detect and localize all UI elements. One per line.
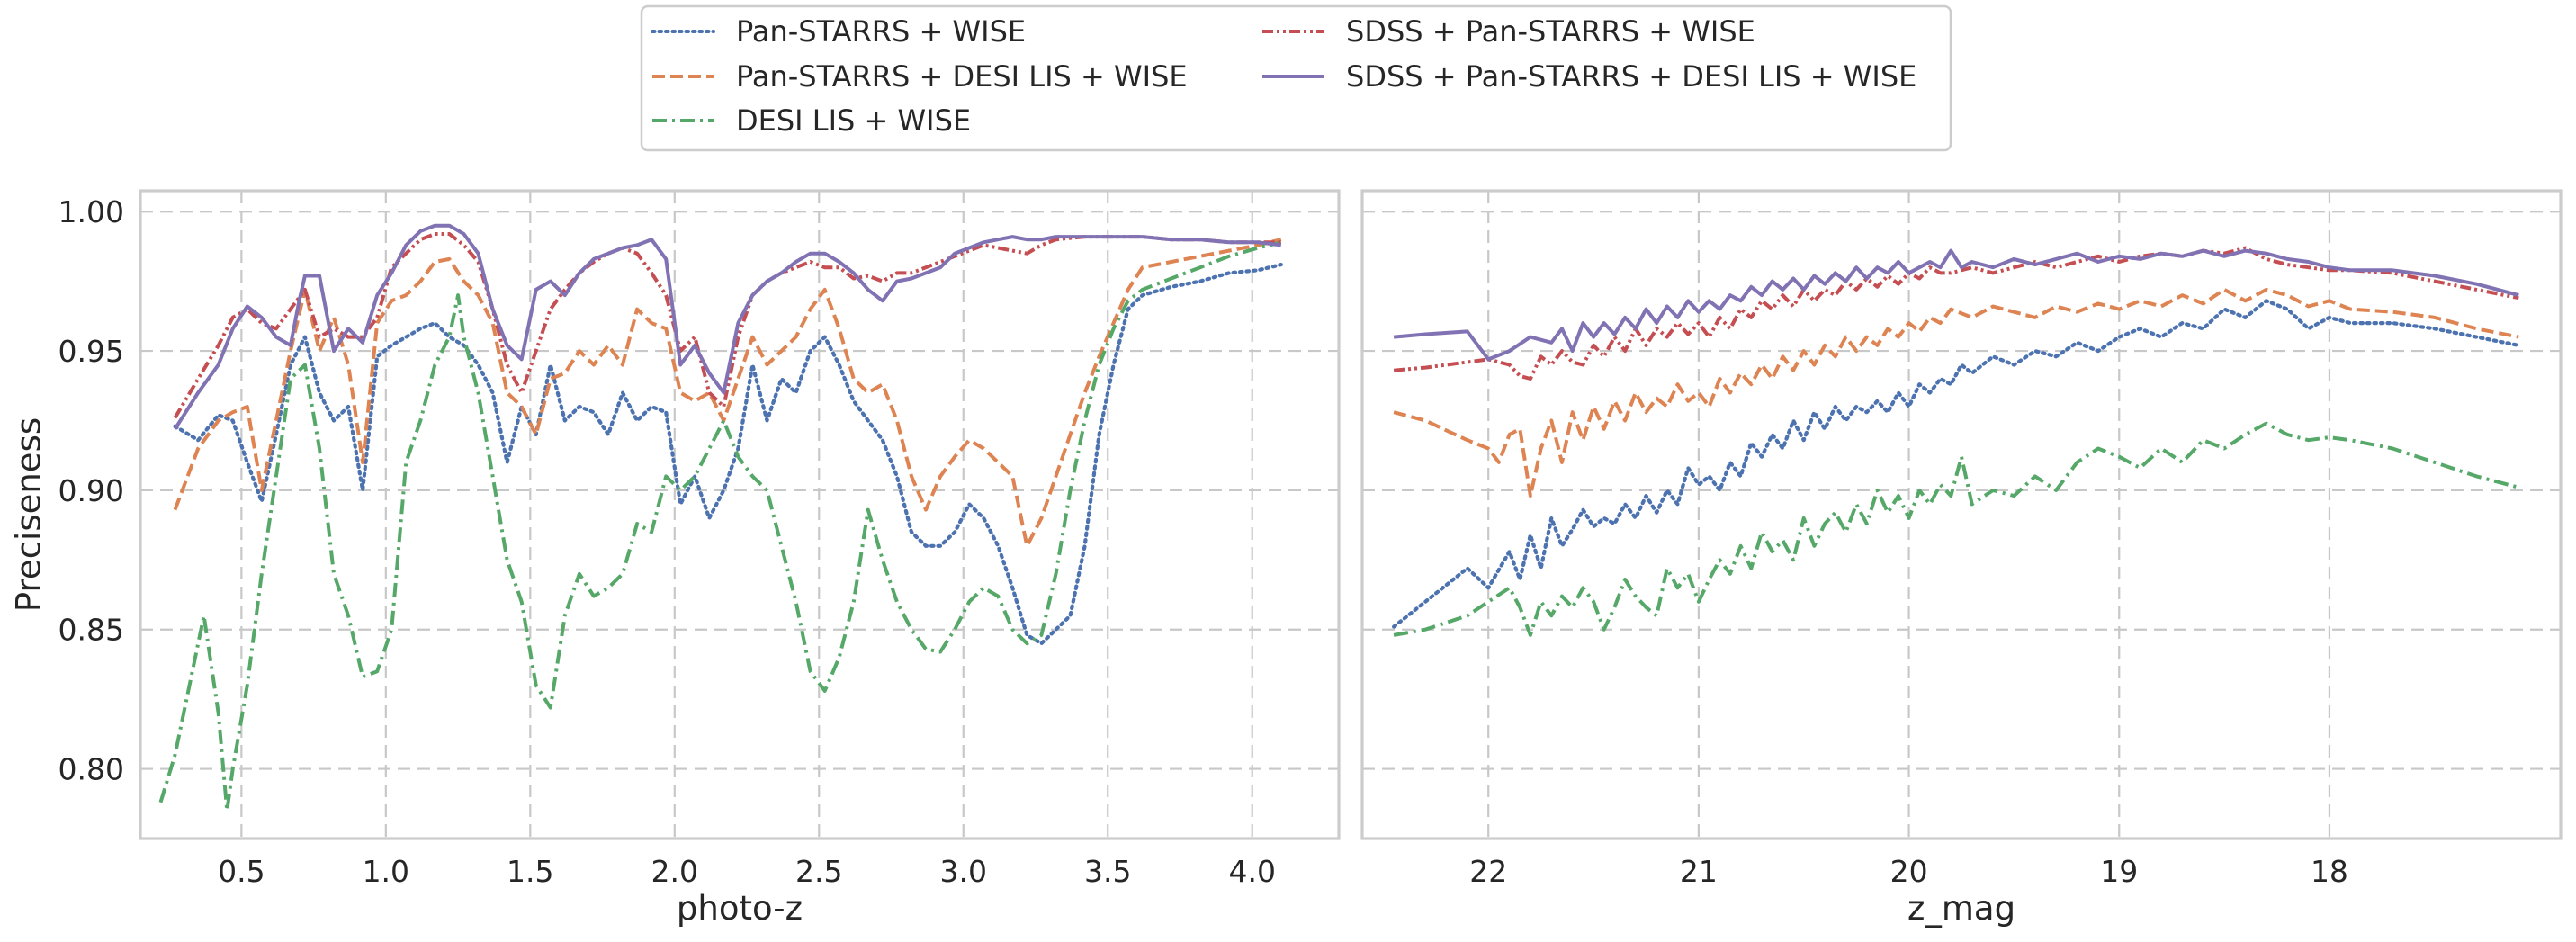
y-tick-label: 0.95	[58, 334, 124, 369]
x-tick-label: 22	[1469, 854, 1507, 889]
x-tick-label: 2.0	[651, 854, 698, 889]
axes-frame	[139, 189, 1341, 840]
legend-item: SDSS + Pan-STARRS + WISE	[1262, 14, 1755, 49]
series-line-desi-lis-wise	[1393, 421, 2519, 637]
legend: Pan-STARRS + WISE Pan-STARRS + DESI LIS +…	[640, 4, 1952, 152]
legend-label: SDSS + Pan-STARRS + WISE	[1346, 14, 1755, 49]
series-line-desi-lis-wise	[158, 240, 1282, 812]
x-tick-label: 18	[2311, 854, 2348, 889]
right-panel-z-mag: 22 21 20 19 18 z_mag	[1360, 189, 2563, 928]
legend-label: DESI LIS + WISE	[736, 103, 971, 138]
x-tick-label: 21	[1680, 854, 1718, 889]
series-line-sdss-pan-starrs-wise	[173, 232, 1281, 419]
x-tick-label: 3.0	[940, 854, 987, 889]
legend-label: SDSS + Pan-STARRS + DESI LIS + WISE	[1346, 59, 1916, 94]
x-tick-label: 0.5	[218, 854, 265, 889]
legend-item: DESI LIS + WISE	[652, 103, 971, 138]
series-group	[1392, 246, 2521, 637]
y-axis-label: Preciseness	[10, 417, 49, 612]
series-group	[158, 223, 1283, 812]
series-line-sdss-pan-starrs-wise	[1393, 246, 2519, 381]
series-line-pan-starrs-wise	[173, 263, 1283, 646]
legend-item: SDSS + Pan-STARRS + DESI LIS + WISE	[1262, 59, 1916, 94]
y-tick-label: 0.80	[58, 752, 124, 787]
y-tick-label: 1.00	[58, 194, 124, 229]
legend-label: Pan-STARRS + WISE	[736, 14, 1026, 49]
series-line-pan-starrs-desi-lis-wise	[173, 238, 1282, 548]
x-tick-label: 1.5	[507, 854, 553, 889]
x-tick-label: 1.0	[363, 854, 409, 889]
legend-item: Pan-STARRS + DESI LIS + WISE	[652, 59, 1188, 94]
x-tick-label: 20	[1890, 854, 1928, 889]
legend-item: Pan-STARRS + WISE	[651, 14, 1026, 49]
x-tick-label: 4.0	[1228, 854, 1275, 889]
x-axis-label: photo-z	[677, 889, 803, 928]
x-axis-label: z_mag	[1907, 889, 2015, 928]
series-line-sdss-pan-starrs-desi-lis-wise	[1393, 248, 2519, 362]
series-line-pan-starrs-wise	[1392, 299, 2521, 629]
y-tick-label: 0.90	[58, 473, 124, 508]
axes-frame	[1360, 189, 2563, 840]
series-line-pan-starrs-desi-lis-wise	[1393, 287, 2519, 498]
left-panel-photo-z: 0.5 1.0 1.5 2.0 2.5 3.0 3.5 4.0 0.80 0.85 0.90 0.95…	[10, 189, 1341, 928]
grid	[1362, 191, 2561, 839]
legend-label: Pan-STARRS + DESI LIS + WISE	[736, 59, 1188, 94]
x-tick-label: 2.5	[795, 854, 842, 889]
series-line-sdss-pan-starrs-desi-lis-wise	[173, 223, 1282, 430]
grid	[140, 191, 1339, 839]
x-tick-label: 3.5	[1084, 854, 1131, 889]
y-tick-label: 0.85	[58, 613, 124, 648]
x-tick-label: 19	[2100, 854, 2138, 889]
